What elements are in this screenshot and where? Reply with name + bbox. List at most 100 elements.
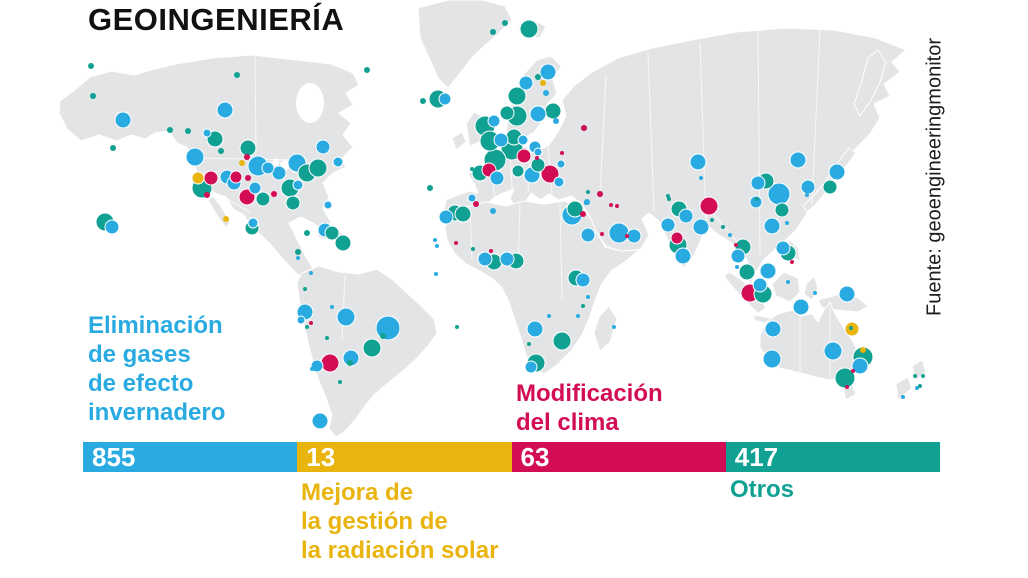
map-point-cyan [296, 256, 300, 260]
map-point-cyan [553, 118, 559, 124]
bar-segment-srm: 13 [297, 442, 512, 472]
map-point-teal [470, 167, 474, 171]
map-point-cyan [575, 272, 591, 288]
map-point-red [581, 125, 587, 131]
map-point-red [851, 369, 855, 373]
landmass-baja-california [207, 195, 231, 229]
map-point-cyan [660, 217, 676, 233]
map-point-teal [308, 158, 328, 178]
map-point-cyan [342, 349, 360, 367]
map-point-cyan [539, 63, 557, 81]
map-point-red [454, 241, 458, 245]
map-point-cyan [529, 105, 547, 123]
map-point-teal [239, 139, 257, 157]
label-line: la radiación solar [301, 537, 499, 564]
bar-segment-weather-mod: 63 [511, 442, 726, 472]
map-point-red [670, 231, 684, 245]
map-point-cyan [901, 395, 905, 399]
map-point-cyan [247, 217, 259, 229]
map-point-teal [303, 287, 307, 291]
map-point-red [580, 211, 586, 217]
bar-segment-ghg-removal: 855 [83, 442, 298, 472]
map-point-cyan [626, 228, 642, 244]
map-point-cyan [292, 179, 304, 191]
label-line: Mejora de [301, 479, 414, 506]
label-line: Otros [730, 476, 795, 503]
map-point-red [560, 151, 564, 155]
map-point-cyan [576, 314, 580, 318]
map-point-red [734, 243, 738, 247]
map-point-cyan [584, 201, 588, 205]
map-point-cyan [828, 163, 846, 181]
map-point-red [320, 353, 340, 373]
map-point-yellow [191, 171, 205, 185]
map-point-teal [581, 304, 585, 308]
map-point-cyan [750, 175, 766, 191]
map-point-cyan [586, 295, 590, 299]
source-credit: Fuente: geoengineeringmonitor [923, 38, 946, 316]
map-point-cyan [467, 193, 477, 203]
map-point-red [625, 234, 629, 238]
label-line: la gestión de [301, 508, 448, 535]
map-point-cyan [547, 314, 551, 318]
map-point-cyan [438, 92, 452, 106]
map-point-teal [295, 249, 301, 255]
label-line: invernadero [88, 399, 226, 426]
bar-value-otros: 417 [734, 442, 779, 472]
map-point-teal [167, 127, 173, 133]
map-point-cyan [438, 209, 454, 225]
map-point-cyan [823, 341, 843, 361]
map-point-teal [552, 331, 572, 351]
map-point-cyan [851, 357, 869, 375]
landmass-eurasia [443, 27, 907, 285]
map-point-teal [499, 105, 515, 121]
map-point-cyan [477, 251, 493, 267]
project-dots-layer [88, 19, 925, 430]
map-point-teal [347, 360, 353, 366]
map-point-cyan [114, 111, 132, 129]
map-point-teal [849, 326, 853, 330]
map-point-red [309, 321, 313, 325]
map-point-red [790, 260, 794, 264]
map-point-teal [185, 128, 191, 134]
map-point-teal [527, 342, 531, 346]
map-point-teal [305, 325, 309, 329]
map-point-cyan [785, 221, 789, 225]
map-point-cyan [556, 159, 566, 169]
map-point-cyan [490, 208, 496, 214]
map-point-cyan [612, 325, 616, 329]
map-point-teal [380, 333, 386, 339]
map-point-cyan [608, 222, 630, 244]
map-point-yellow [860, 347, 866, 353]
map-point-cyan [775, 240, 791, 256]
landmass-greenland [417, 0, 513, 89]
map-point-cyan [185, 147, 205, 167]
map-point-cyan [735, 265, 739, 269]
map-point-red [473, 201, 479, 207]
map-point-teal [362, 338, 382, 358]
bar-value-weather-mod: 63 [520, 442, 550, 472]
map-point-teal [511, 164, 525, 178]
bar-value-srm: 13 [306, 442, 336, 472]
label-line: del clima [516, 409, 619, 436]
map-point-cyan [674, 247, 692, 265]
map-point-cyan [309, 271, 313, 275]
map-point-cyan [689, 153, 707, 171]
map-point-cyan [813, 291, 817, 295]
map-point-cyan [434, 272, 438, 276]
map-point-teal [586, 190, 590, 194]
label-line: Eliminación [88, 312, 223, 339]
map-point-red [489, 249, 493, 253]
map-point-cyan [800, 179, 816, 195]
map-point-cyan [489, 170, 505, 186]
map-point-cyan [433, 238, 437, 242]
map-point-teal [234, 72, 240, 78]
map-point-teal [304, 230, 310, 236]
map-point-teal [502, 20, 508, 26]
map-point-teal [490, 29, 496, 35]
map-point-cyan [248, 181, 262, 195]
map-point-teal [88, 63, 94, 69]
map-point-cyan [692, 218, 710, 236]
